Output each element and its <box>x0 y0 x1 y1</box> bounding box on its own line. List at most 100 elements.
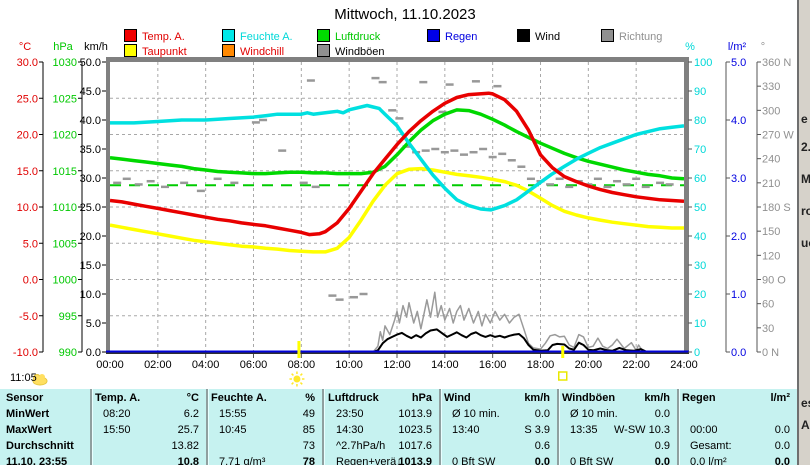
table-row-label: Durchschnitt <box>6 440 74 452</box>
table-cell-value: 0.6 <box>534 440 550 452</box>
table-cell-value: 0.0 <box>654 456 670 465</box>
table-column-divider <box>90 389 93 465</box>
legend-label: Regen <box>445 31 478 43</box>
axis-tick-label: 80 <box>694 115 706 127</box>
table-cell-value: 10.8 <box>177 456 199 465</box>
axis-unit-label: ° <box>761 41 765 53</box>
axis-tick-label: 270 W <box>762 130 794 142</box>
legend-swatch <box>317 44 330 57</box>
axis-tick-label: 35.0 <box>80 144 101 156</box>
table-cell-label: Ø 10 min. <box>452 408 500 420</box>
table-cell-label: Regen+verä↓ <box>336 456 402 465</box>
axis-tick-label: 990 <box>59 347 77 359</box>
axis-tick-label: 150 <box>762 226 780 238</box>
axis-tick-label: 100 <box>694 57 712 69</box>
table-cell-value: 49 <box>302 408 315 420</box>
table-row-label: MinWert <box>6 408 50 420</box>
table-header-3: Luftdruck <box>328 392 379 404</box>
table-cell-label: 10:45 <box>219 424 247 436</box>
plot-frame-left <box>106 57 110 354</box>
table-cell-value: 78 <box>302 456 315 465</box>
side-strip-text-fragment: A <box>801 418 810 432</box>
table-cell-label: 7.71 g/m³ <box>219 456 266 465</box>
table-header-unit-6: l/m² <box>770 392 790 404</box>
axis-tick-label: 1015 <box>53 166 77 178</box>
axis-tick-label: 240 <box>762 154 780 166</box>
axis-tick-label: 1020 <box>53 130 77 142</box>
axis-tick-label: 20.0 <box>17 130 38 142</box>
summary-table: Sensor Temp. A. °C Feuchte A.% Luftdruck hPa W… <box>0 389 798 465</box>
plot-frame-right <box>684 57 689 354</box>
axis-tick-label: 995 <box>59 311 77 323</box>
table-cell-label: 15:50 <box>103 424 131 436</box>
axis-tick-label: 50.0 <box>80 57 101 69</box>
table-header-2: Feuchte A. <box>211 392 267 404</box>
legend-label: Windchill <box>240 46 285 58</box>
axis-tick-label: 45.0 <box>80 86 101 98</box>
x-axis-label: 16:00 <box>479 359 507 371</box>
axis-tick-label: 1.0 <box>731 289 746 301</box>
cloud-icon <box>32 374 48 386</box>
series-taupunkt <box>110 166 684 254</box>
axis-tick-label: 300 <box>762 105 780 117</box>
table-header-unit-2: % <box>305 392 315 404</box>
series-feuchte-a- <box>110 103 684 212</box>
table-cell-value: S 3.9 <box>524 424 550 436</box>
table-header-unit-1: °C <box>186 392 199 404</box>
table-cell-label: 08:20 <box>103 408 131 420</box>
table-cell-value: 6.2 <box>183 408 199 420</box>
table-column-divider <box>557 389 560 465</box>
axis-tick-label: 30 <box>762 323 774 335</box>
table-cell-value: 25.7 <box>177 424 199 436</box>
table-header-5: Windböen <box>562 392 616 404</box>
axis-tick-label: 5.0 <box>86 318 101 330</box>
legend-item-windböen: Windböen <box>317 44 385 58</box>
axis-tick-label: 50 <box>694 202 706 214</box>
table-cell-value: 0.0 <box>774 456 790 465</box>
axis-tick-label: 10 <box>694 318 706 330</box>
axis-tick-label: 40 <box>694 231 706 243</box>
legend-item-richtung: Richtung <box>601 29 662 43</box>
axis-tick-label: 1025 <box>53 93 77 105</box>
legend-item-regen: Regen <box>427 29 478 43</box>
legend-label: Windböen <box>335 46 385 58</box>
table-column-divider <box>439 389 442 465</box>
axis-tick-label: 210 <box>762 178 780 190</box>
axis-tick-label: 180 S <box>762 202 791 214</box>
table-header-unit-5: km/h <box>644 392 670 404</box>
x-axis-label: 10:00 <box>335 359 363 371</box>
axis-tick-label: 15.0 <box>80 260 101 272</box>
table-cell-label: ^2.7hPa/h <box>336 440 386 452</box>
axis-unit-label: hPa <box>53 41 73 53</box>
axis-tick-label: 1000 <box>53 275 77 287</box>
side-strip-text-fragment: M <box>801 172 810 186</box>
sunrise-sun-icon <box>289 371 305 387</box>
axis-unit-label: l/m² <box>728 41 747 53</box>
series-luftdruck <box>110 108 684 181</box>
legend-label: Luftdruck <box>335 31 381 43</box>
legend-swatch <box>427 29 440 42</box>
axis-unit-label: % <box>685 41 695 53</box>
table-cell-value: W-SW 10.3 <box>613 424 670 436</box>
table-cell-label: 23:50 <box>336 408 364 420</box>
legend-swatch <box>222 29 235 42</box>
current-time-label: 11:05 <box>10 372 37 384</box>
side-panel-strip: e 2. Mro uc es A <box>797 0 810 465</box>
table-cell-value: 1013.9 <box>398 456 432 465</box>
axis-tick-label: 0.0 <box>23 275 38 287</box>
axis-tick-label: 20 <box>694 289 706 301</box>
axis-tick-label: 30.0 <box>17 57 38 69</box>
x-axis-label: 18:00 <box>527 359 555 371</box>
side-strip-text-fragment: ro <box>801 204 810 218</box>
x-axis-label: 22:00 <box>622 359 650 371</box>
side-strip-text-fragment: e <box>801 112 808 126</box>
axis-tick-label: 90 <box>694 86 706 98</box>
plot-frame-bottom <box>106 352 689 354</box>
legend-swatch <box>124 29 137 42</box>
axis-unit-label: km/h <box>84 41 108 53</box>
sunset-square-icon <box>557 371 568 381</box>
axis-tick-label: 20.0 <box>80 231 101 243</box>
table-cell-value: 0.0 <box>534 408 550 420</box>
legend-swatch <box>317 29 330 42</box>
legend-item-windchill: Windchill <box>222 44 285 58</box>
